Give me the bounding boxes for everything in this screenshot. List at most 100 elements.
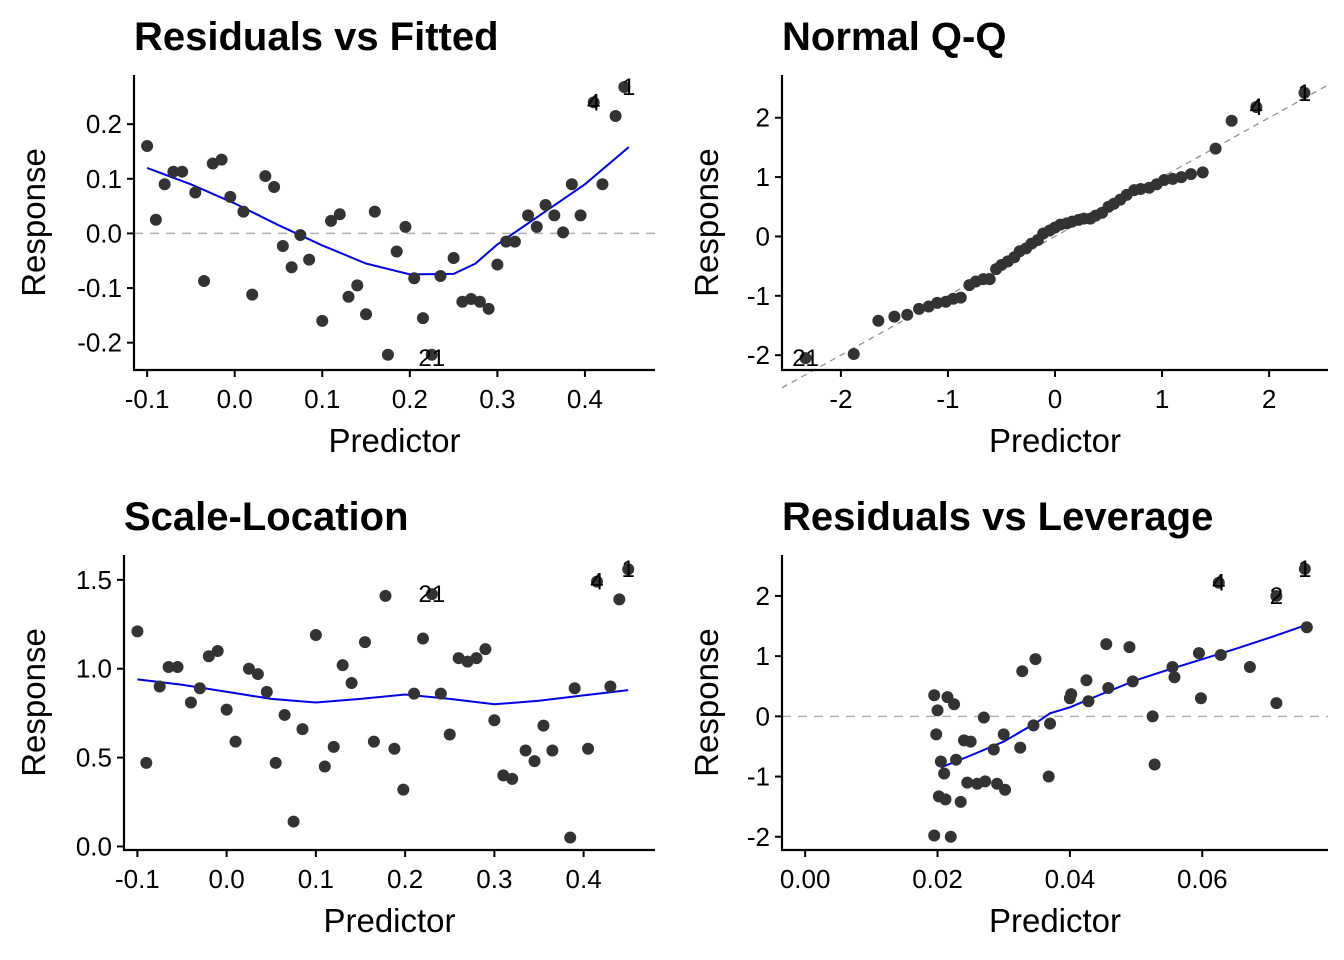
data-point xyxy=(229,735,242,748)
data-point xyxy=(184,696,197,709)
y-axis-label: Response xyxy=(688,148,725,297)
data-point xyxy=(434,687,447,700)
data-point xyxy=(211,644,224,657)
data-point xyxy=(928,689,941,702)
x-tick-label: 0.1 xyxy=(304,384,340,414)
data-point xyxy=(954,795,967,808)
data-point xyxy=(176,165,189,178)
data-point xyxy=(1126,675,1139,688)
data-point xyxy=(546,744,559,757)
data-point xyxy=(425,348,438,361)
data-point xyxy=(269,756,282,769)
data-point xyxy=(1082,695,1095,708)
data-point xyxy=(1212,576,1225,589)
panel-normal-qq: -2 -1 0 1 2 -2 -1 0 1 2 4 1 21 Normal Q-Q Predictor Res… xyxy=(688,15,1329,459)
x-tick-label: 0.0 xyxy=(209,864,245,894)
data-point xyxy=(799,352,812,365)
data-point xyxy=(983,273,996,286)
data-point xyxy=(408,687,421,700)
y-tick-label: 0.2 xyxy=(86,109,122,139)
data-point xyxy=(246,288,259,301)
point-id-label: 4 xyxy=(590,569,603,596)
data-point xyxy=(574,209,587,222)
data-point xyxy=(928,829,941,842)
data-point xyxy=(519,744,532,757)
y-tick-label: -2 xyxy=(747,822,770,852)
data-point xyxy=(327,740,340,753)
data-point xyxy=(470,652,483,665)
data-point xyxy=(141,140,154,153)
data-point xyxy=(934,755,947,768)
point-id-label: 1 xyxy=(1298,80,1311,107)
data-point xyxy=(1184,168,1197,181)
data-point xyxy=(220,703,233,716)
data-point xyxy=(1298,562,1311,575)
panel-title: Normal Q-Q xyxy=(782,15,1006,59)
x-tick-label: 0.2 xyxy=(392,384,428,414)
x-tick-label: 0.1 xyxy=(298,864,334,894)
data-point xyxy=(1016,665,1029,678)
smooth-line xyxy=(137,678,629,706)
data-point xyxy=(564,831,577,844)
y-tick-label: 1.0 xyxy=(76,654,112,684)
data-point xyxy=(1250,101,1263,114)
data-point xyxy=(131,625,144,638)
data-point xyxy=(938,767,951,780)
point-id-label: 4 xyxy=(1212,570,1225,597)
data-point xyxy=(568,682,581,695)
y-tick-label: 1.5 xyxy=(76,565,112,595)
data-point xyxy=(1209,142,1222,155)
x-axis-label: Predictor xyxy=(989,902,1121,939)
data-point xyxy=(1243,660,1256,673)
x-tick-label: 0.4 xyxy=(567,384,603,414)
data-point xyxy=(1270,589,1283,602)
data-point xyxy=(604,680,617,693)
data-point xyxy=(847,347,860,360)
data-point xyxy=(224,190,237,203)
data-point xyxy=(1300,621,1313,634)
data-point xyxy=(954,291,967,304)
x-tick-label: 0.3 xyxy=(479,384,515,414)
data-point xyxy=(259,170,272,183)
data-point xyxy=(379,589,392,602)
data-point xyxy=(1270,697,1283,710)
data-point xyxy=(149,213,162,226)
data-point xyxy=(1166,660,1179,673)
data-point xyxy=(303,253,316,266)
y-tick-label: 0.1 xyxy=(86,164,122,194)
data-point xyxy=(997,728,1010,741)
data-point xyxy=(1225,114,1238,127)
data-point xyxy=(977,711,990,724)
data-point xyxy=(193,682,206,695)
y-tick-label: -0.2 xyxy=(77,328,122,358)
point-id-label: 4 xyxy=(587,89,600,116)
data-point xyxy=(167,165,180,178)
data-point xyxy=(964,735,977,748)
x-tick-label: 0 xyxy=(1048,384,1062,414)
data-point xyxy=(287,815,300,828)
data-point xyxy=(1027,719,1040,732)
x-tick-label: -0.1 xyxy=(125,384,170,414)
data-point xyxy=(1194,692,1207,705)
y-axis-label: Response xyxy=(15,628,52,777)
data-point xyxy=(508,235,521,248)
data-point xyxy=(939,793,952,806)
data-point xyxy=(237,205,250,218)
data-point xyxy=(434,270,447,283)
data-point xyxy=(473,295,486,308)
data-point xyxy=(1196,166,1209,179)
x-tick-label: -1 xyxy=(936,384,959,414)
y-tick-label: 1 xyxy=(756,641,770,671)
data-point xyxy=(416,632,429,645)
data-point xyxy=(548,209,561,222)
data-point xyxy=(416,312,429,325)
point-id-label: 1 xyxy=(622,74,635,101)
y-tick-label: 0 xyxy=(756,701,770,731)
data-point xyxy=(294,229,307,242)
data-point xyxy=(622,563,635,576)
point-id-label: 1 xyxy=(622,556,635,583)
data-point xyxy=(1298,86,1311,99)
y-axis-label: Response xyxy=(688,628,725,777)
x-tick-label: -0.1 xyxy=(115,864,160,894)
